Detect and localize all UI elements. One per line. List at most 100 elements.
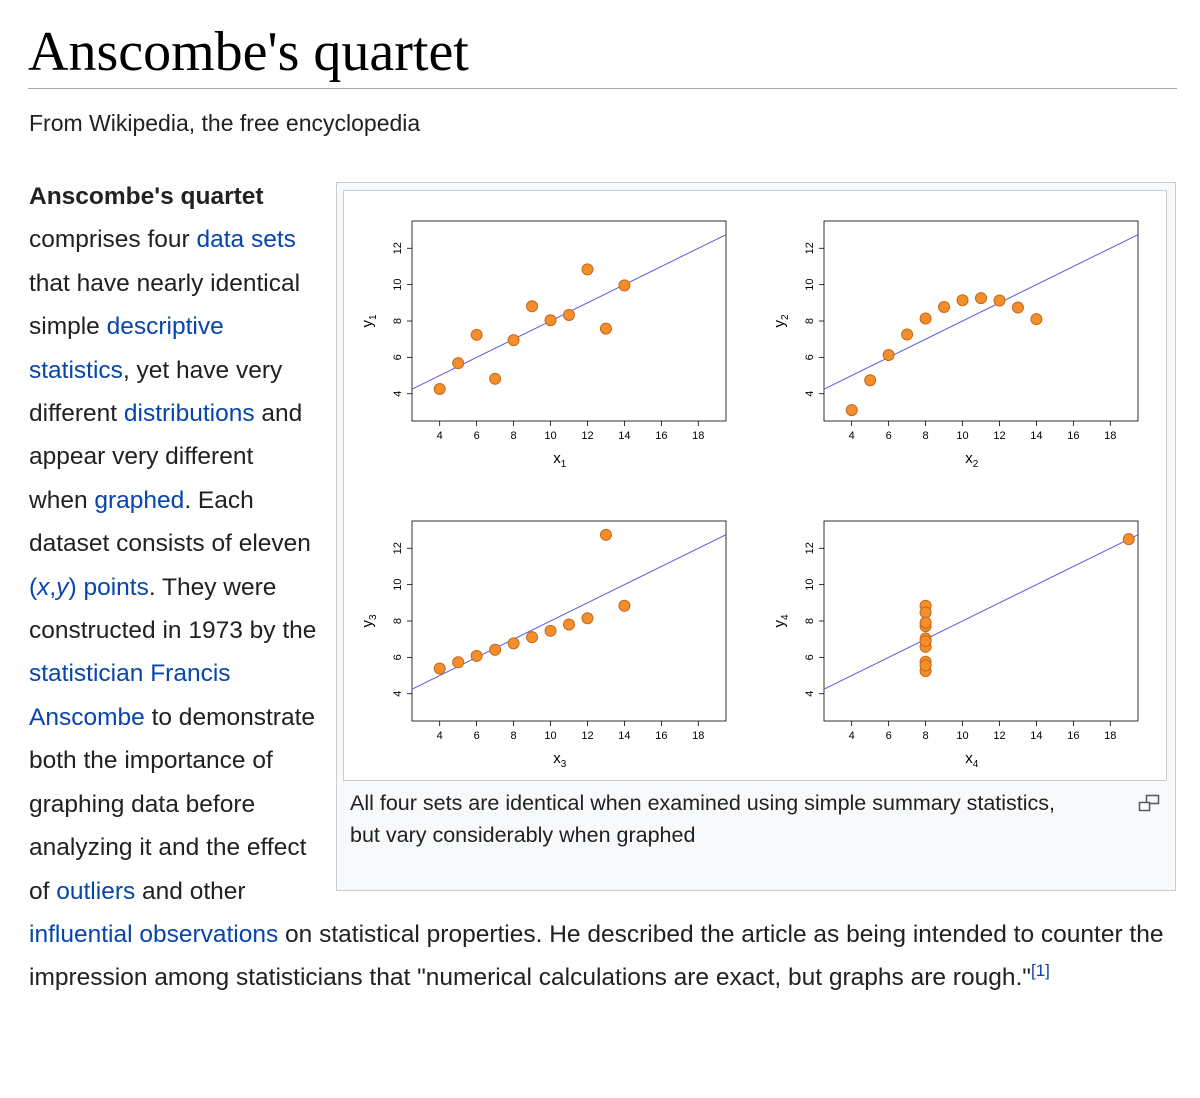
data-point bbox=[919, 606, 932, 619]
data-point bbox=[919, 312, 932, 325]
link-xy-part: , bbox=[49, 573, 57, 601]
x-tick-label: 14 bbox=[618, 730, 630, 742]
data-point bbox=[845, 404, 858, 417]
link-xy-part: x bbox=[37, 573, 50, 601]
x-tick-label: 8 bbox=[923, 430, 929, 442]
y-tick-label: 10 bbox=[804, 279, 816, 291]
data-point bbox=[581, 263, 594, 276]
y-axis-label: y1 bbox=[359, 314, 379, 328]
y-tick-label: 10 bbox=[392, 579, 404, 591]
y-tick-label: 8 bbox=[804, 618, 816, 624]
x-tick-label: 4 bbox=[437, 430, 443, 442]
anscombe-quartet-chart: 4 6 8 10 12 14 16 18 4 6 8 10 12 x1 y1 4 6 8 10 12 14 16 18 4 6 8… bbox=[359, 220, 1139, 770]
enlarge-icon[interactable] bbox=[1138, 794, 1160, 812]
link-descriptive-statistics[interactable]: descriptive statistics bbox=[29, 313, 224, 384]
x-tick-label: 8 bbox=[511, 430, 517, 442]
x-tick-label: 12 bbox=[581, 430, 593, 442]
article-text: that have nearly identical simple bbox=[29, 269, 301, 341]
panel-4: 4 6 8 10 12 14 16 18 4 6 8 10 12 x4 y4 bbox=[771, 520, 1139, 770]
plot-frame bbox=[823, 520, 1139, 722]
link-xy-part: ) points bbox=[68, 573, 149, 601]
y-tick-label: 4 bbox=[804, 691, 816, 697]
reference-link[interactable]: [1] bbox=[1030, 961, 1050, 981]
y-tick-label: 10 bbox=[804, 579, 816, 591]
link-influential-observations[interactable]: influential observations bbox=[29, 920, 279, 948]
y-tick-label: 4 bbox=[804, 391, 816, 397]
y-tick-label: 12 bbox=[804, 542, 816, 554]
x-tick-label: 6 bbox=[886, 730, 892, 742]
link-distributions[interactable]: distributions bbox=[123, 400, 255, 428]
panel-3: 4 6 8 10 12 14 16 18 4 6 8 10 12 x3 y3 bbox=[359, 520, 727, 770]
link-xy-points[interactable]: (x,y) points bbox=[29, 574, 149, 601]
y-tick-label: 6 bbox=[392, 654, 404, 660]
reference-marker: [1] bbox=[1031, 961, 1050, 980]
data-point bbox=[1030, 313, 1043, 326]
data-point bbox=[882, 349, 895, 361]
article-text: comprises four bbox=[29, 226, 197, 254]
figure-thumbnail: 4 6 8 10 12 14 16 18 4 6 8 10 12 x1 y1 4 6 8 10 12 14 16 18 4 6 8… bbox=[336, 182, 1176, 891]
data-point bbox=[452, 357, 465, 370]
article-text: . They were constructed in 1973 by the bbox=[29, 573, 317, 645]
x-tick-label: 18 bbox=[692, 430, 704, 442]
y-tick-label: 4 bbox=[392, 691, 404, 697]
data-point bbox=[1011, 301, 1024, 314]
link-francis-anscombe[interactable]: Francis Anscombe bbox=[29, 660, 231, 731]
data-point bbox=[599, 528, 612, 541]
y-tick-label: 10 bbox=[392, 279, 404, 291]
data-point bbox=[919, 616, 932, 629]
regression-line bbox=[824, 234, 1138, 390]
x-tick-label: 10 bbox=[956, 730, 968, 742]
y-tick-label: 6 bbox=[392, 354, 404, 360]
y-axis-label: y4 bbox=[771, 614, 791, 628]
x-tick-label: 8 bbox=[923, 730, 929, 742]
data-point bbox=[507, 334, 520, 347]
x-tick-label: 14 bbox=[1030, 430, 1042, 442]
data-point bbox=[599, 322, 612, 335]
x-tick-label: 16 bbox=[1067, 430, 1079, 442]
article-subject: Anscombe's quartet bbox=[29, 183, 264, 210]
data-point bbox=[470, 649, 483, 662]
x-tick-label: 18 bbox=[1104, 730, 1116, 742]
data-point bbox=[618, 279, 631, 292]
x-tick-label: 16 bbox=[655, 430, 667, 442]
y-tick-label: 8 bbox=[392, 618, 404, 624]
title-divider bbox=[28, 88, 1177, 89]
data-point bbox=[544, 314, 557, 327]
link-xy-part: ( bbox=[29, 573, 38, 601]
y-tick-label: 12 bbox=[392, 242, 404, 254]
data-point bbox=[938, 301, 951, 313]
link-data-sets[interactable]: data sets bbox=[196, 226, 296, 254]
article-text: to demonstrate both the importance of gr… bbox=[29, 703, 315, 905]
chart-image-frame[interactable]: 4 6 8 10 12 14 16 18 4 6 8 10 12 x1 y1 4 6 8 10 12 14 16 18 4 6 8… bbox=[343, 190, 1167, 781]
data-point bbox=[489, 372, 502, 385]
x-tick-label: 18 bbox=[1104, 430, 1116, 442]
x-axis-label: x3 bbox=[553, 750, 567, 770]
data-point bbox=[618, 599, 631, 612]
data-point bbox=[489, 643, 502, 656]
y-tick-label: 6 bbox=[804, 354, 816, 360]
data-point bbox=[956, 294, 969, 307]
link-statistician[interactable]: statistician bbox=[29, 660, 144, 688]
y-tick-label: 8 bbox=[392, 318, 404, 324]
x-tick-label: 8 bbox=[511, 730, 517, 742]
y-tick-label: 12 bbox=[804, 242, 816, 254]
data-point bbox=[526, 300, 539, 313]
x-axis-label: x2 bbox=[965, 450, 979, 470]
x-tick-label: 14 bbox=[1030, 730, 1042, 742]
data-point bbox=[433, 662, 446, 675]
link-graphed[interactable]: graphed bbox=[94, 486, 185, 514]
y-tick-label: 12 bbox=[392, 542, 404, 554]
y-tick-label: 6 bbox=[804, 654, 816, 660]
y-tick-label: 8 bbox=[804, 318, 816, 324]
link-outliers[interactable]: outliers bbox=[56, 877, 136, 905]
data-point bbox=[1122, 533, 1135, 546]
data-point bbox=[563, 309, 575, 321]
x-tick-label: 6 bbox=[886, 430, 892, 442]
data-point bbox=[975, 292, 987, 305]
x-tick-label: 4 bbox=[849, 730, 855, 742]
data-point bbox=[901, 328, 914, 341]
data-point bbox=[919, 635, 932, 648]
figure-caption: All four sets are identical when examine… bbox=[350, 791, 1056, 847]
x-axis-label: x4 bbox=[965, 750, 979, 770]
data-point bbox=[919, 659, 932, 672]
